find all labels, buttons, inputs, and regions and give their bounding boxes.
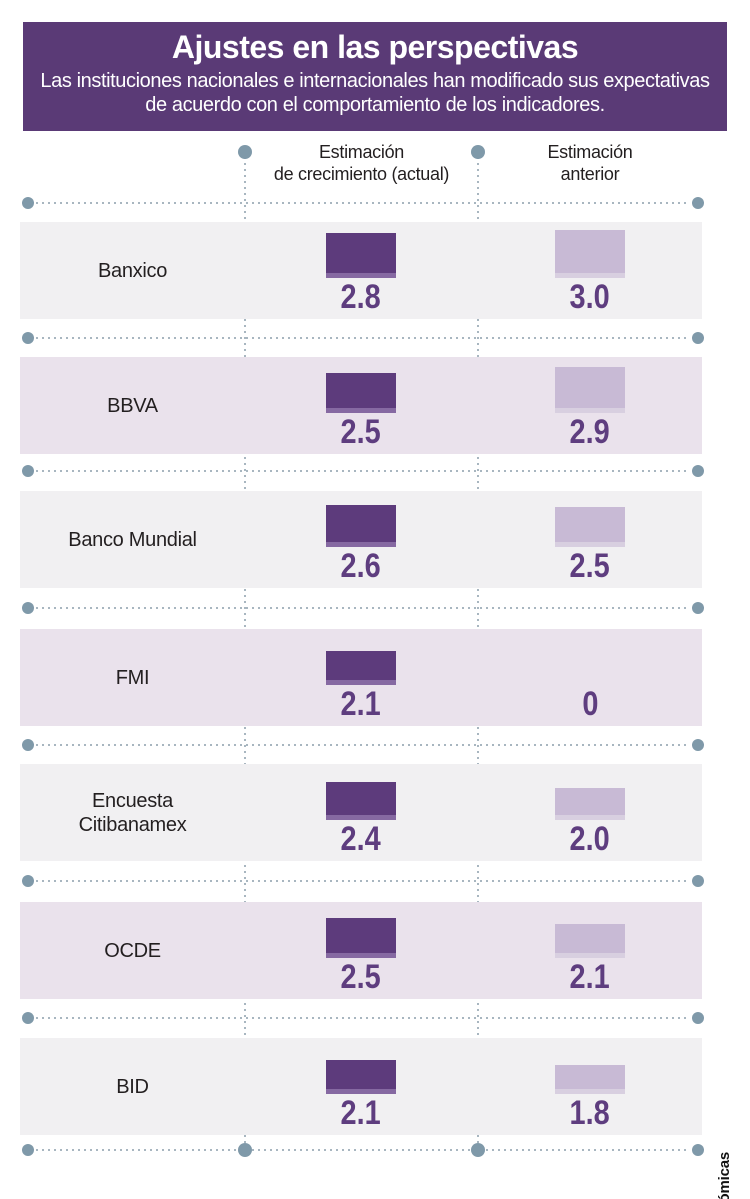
row-label: Banxico [97, 259, 168, 282]
dotted-divider [36, 1149, 690, 1151]
column-header-anterior: Estimación anterior [547, 142, 633, 184]
dotted-divider [36, 1017, 690, 1019]
connector-dot [22, 197, 34, 209]
connector-dot [22, 1012, 34, 1024]
connector-dot [238, 145, 252, 159]
value-anterior: 2.0 [569, 820, 611, 858]
bar-actual [326, 233, 396, 278]
connector-dot [471, 145, 485, 159]
dotted-divider [36, 744, 690, 746]
connector-dot [692, 1144, 704, 1156]
source-text: Instituciones financieras y económicas [716, 1152, 733, 1199]
connector-dot [238, 1143, 252, 1157]
row-fmi: FMI 2.1 0 [20, 629, 702, 726]
page-subtitle: Las instituciones nacionales e internaci… [40, 70, 710, 117]
bar-actual [326, 505, 396, 547]
connector-dot [692, 1012, 704, 1024]
bar-actual [326, 782, 396, 820]
row-label: Banco Mundial [68, 528, 197, 551]
value-actual: 2.5 [340, 413, 382, 451]
connector-dot [692, 875, 704, 887]
bar-anterior [555, 230, 625, 278]
connector-dot [692, 602, 704, 614]
row-encuesta-citibanamex: Encuesta Citibanamex 2.4 2.0 [20, 764, 702, 861]
bar-anterior [555, 924, 625, 958]
value-anterior: 1.8 [569, 1094, 611, 1132]
connector-dot [22, 739, 34, 751]
header-banner: Ajustes en las perspectivas Las instituc… [23, 22, 727, 131]
row-banco-mundial: Banco Mundial 2.6 2.5 [20, 491, 702, 588]
value-anterior: 2.9 [569, 413, 611, 451]
value-actual: 2.1 [340, 685, 382, 723]
row-label: Encuesta Citibanamex [78, 789, 187, 836]
source-note: FuenteInstituciones financieras y económ… [716, 1152, 733, 1199]
bar-anterior [555, 367, 625, 413]
dotted-divider [36, 202, 690, 204]
value-anterior: 2.1 [569, 958, 611, 996]
dotted-divider [36, 880, 690, 882]
value-actual: 2.4 [340, 820, 382, 858]
row-bbva: BBVA 2.5 2.9 [20, 357, 702, 454]
dotted-divider [36, 470, 690, 472]
value-actual: 2.1 [340, 1094, 382, 1132]
connector-dot [692, 197, 704, 209]
row-label: BBVA [107, 394, 158, 417]
bar-actual [326, 1060, 396, 1094]
connector-dot [22, 465, 34, 477]
page-title: Ajustes en las perspectivas [171, 29, 579, 65]
value-actual: 2.5 [340, 958, 382, 996]
dotted-divider [36, 607, 690, 609]
bar-anterior [555, 507, 625, 547]
value-anterior: 3.0 [569, 278, 611, 316]
connector-dot [692, 739, 704, 751]
connector-dot [692, 465, 704, 477]
row-banxico: Banxico 2.8 3.0 [20, 222, 702, 319]
row-label: BID [116, 1075, 149, 1098]
connector-dot [22, 332, 34, 344]
connector-dot [471, 1143, 485, 1157]
value-actual: 2.6 [340, 547, 382, 585]
value-anterior: 2.5 [569, 547, 611, 585]
bar-actual [326, 373, 396, 413]
dotted-divider [36, 337, 690, 339]
connector-dot [692, 332, 704, 344]
value-anterior: 0 [581, 685, 599, 723]
column-header-actual: Estimación de crecimiento (actual) [273, 142, 450, 184]
connector-dot [22, 1144, 34, 1156]
row-label: FMI [115, 666, 150, 689]
bar-actual [326, 651, 396, 685]
row-bid: BID 2.1 1.8 [20, 1038, 702, 1135]
row-ocde: OCDE 2.5 2.1 [20, 902, 702, 999]
bar-anterior [555, 1065, 625, 1094]
bar-actual [326, 918, 396, 958]
bar-anterior [555, 788, 625, 820]
value-actual: 2.8 [340, 278, 382, 316]
connector-dot [22, 875, 34, 887]
connector-dot [22, 602, 34, 614]
row-label: OCDE [104, 939, 161, 962]
